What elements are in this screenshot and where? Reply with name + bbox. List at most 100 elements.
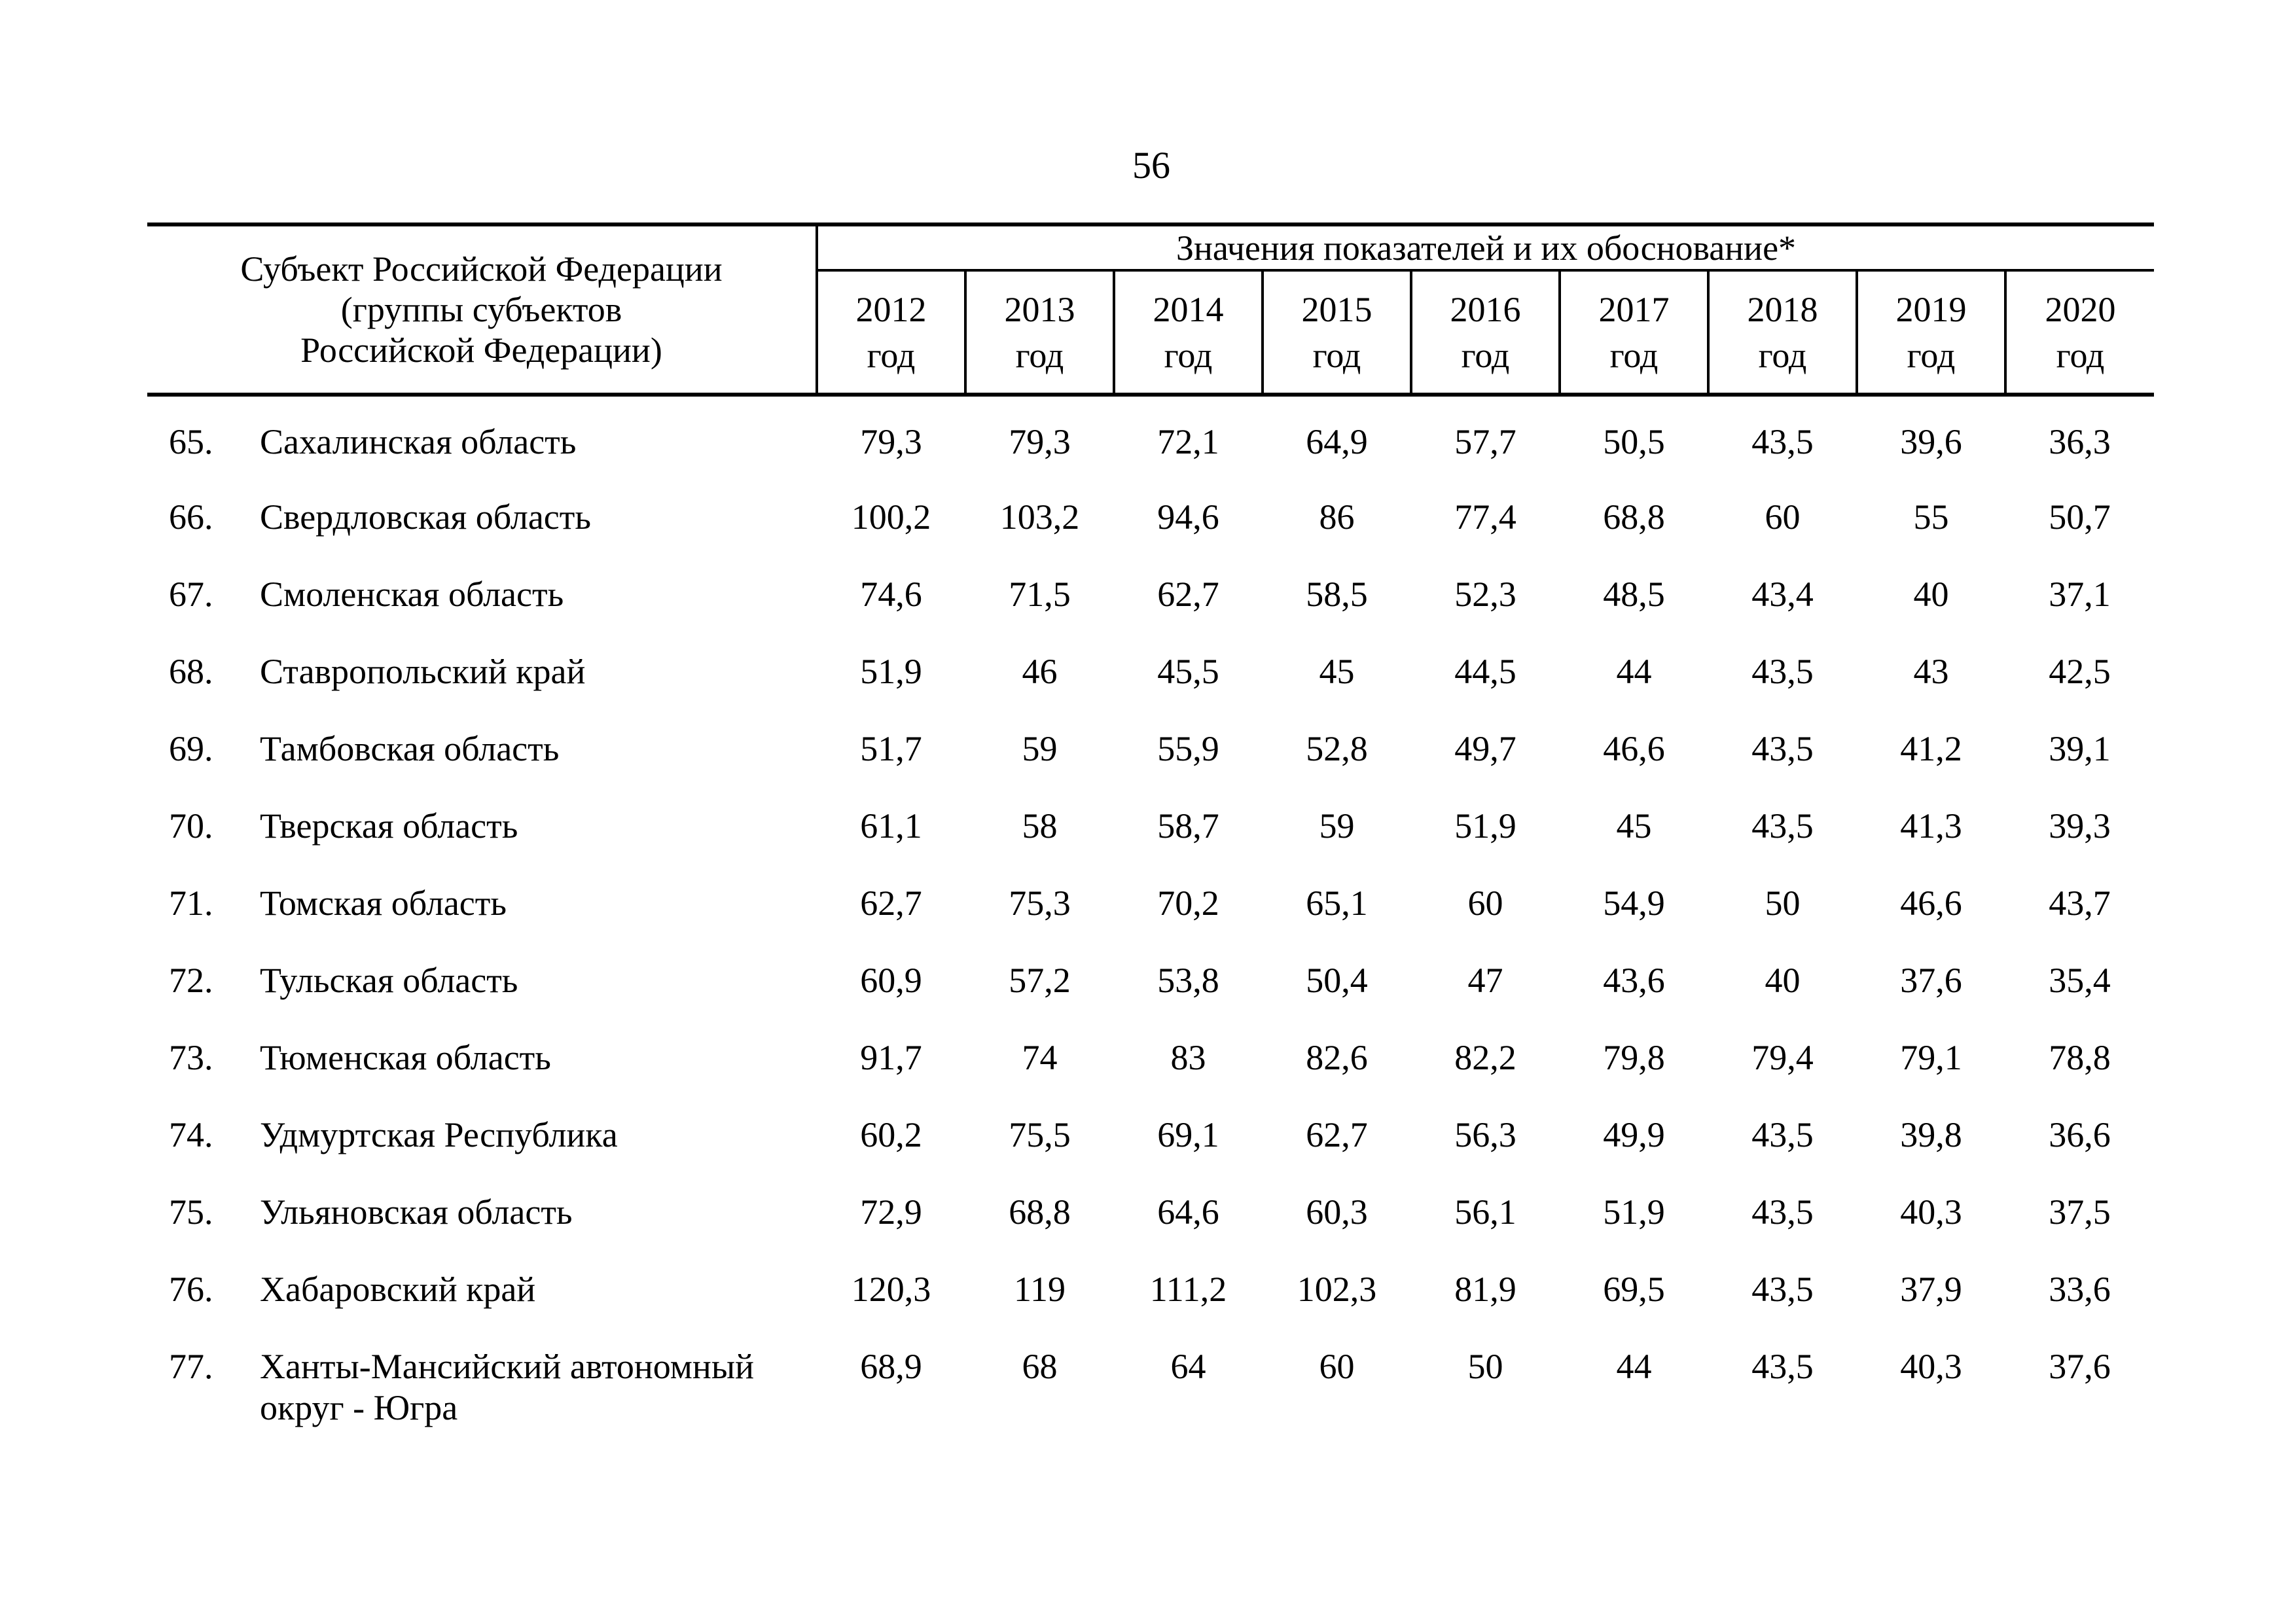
value-cell: 50 xyxy=(1467,1347,1503,1386)
year-header-2017: 2017 год xyxy=(1558,270,1708,397)
region-cell: 75. Ульяновская область xyxy=(147,1167,817,1244)
value-cell: 69,1 xyxy=(1157,1115,1219,1154)
value-cell: 43,4 xyxy=(1751,575,1814,614)
year-label: 2015 xyxy=(1301,289,1372,329)
value-cell: 61,1 xyxy=(860,806,922,846)
region-line: 66. Свердловская область xyxy=(169,497,817,538)
region-line: 68. Ставропольский край xyxy=(169,651,817,692)
value-cell: 57,7 xyxy=(1454,422,1516,461)
year-unit-label: год xyxy=(867,335,916,375)
value-cell: 119 xyxy=(1014,1270,1066,1309)
table-row: 72. Тульская область 60,9 57,2 53,8 50,4 47 43,… xyxy=(147,935,2154,1012)
value-cell: 74 xyxy=(1022,1038,1058,1077)
value-cell: 42,5 xyxy=(2049,652,2111,691)
value-cell: 79,4 xyxy=(1751,1038,1814,1077)
row-number: 67. xyxy=(169,575,213,614)
region-line: 71. Томская область xyxy=(169,883,817,924)
value-cell: 64,9 xyxy=(1306,422,1368,461)
value-cell: 43,7 xyxy=(2049,883,2111,923)
value-cell: 64 xyxy=(1170,1347,1206,1386)
value-cell: 72,9 xyxy=(860,1192,922,1232)
value-cell: 39,1 xyxy=(2049,729,2111,768)
value-cell: 40 xyxy=(1765,961,1801,1000)
value-cell: 43,5 xyxy=(1751,1115,1814,1154)
region-cell: 69. Тамбовская область xyxy=(147,704,817,781)
value-cell: 48,5 xyxy=(1603,575,1665,614)
value-cell: 39,8 xyxy=(1900,1115,1962,1154)
year-unit-label: год xyxy=(2056,335,2105,375)
value-cell: 68,8 xyxy=(1009,1192,1071,1232)
value-cell: 41,3 xyxy=(1900,806,1962,846)
row-number: 65. xyxy=(169,422,213,461)
value-cell: 40 xyxy=(1913,575,1949,614)
table-row: 76. Хабаровский край 120,3 119 111,2 102,3 81,… xyxy=(147,1244,2154,1321)
value-cell: 45 xyxy=(1319,652,1355,691)
row-number: 75. xyxy=(169,1192,213,1232)
value-cell: 44,5 xyxy=(1454,652,1516,691)
value-cell: 79,8 xyxy=(1603,1038,1665,1077)
region-cell: 74. Удмуртская Республика xyxy=(147,1090,817,1167)
value-cell: 60,3 xyxy=(1306,1192,1368,1232)
value-cell: 58,5 xyxy=(1306,575,1368,614)
value-cell: 62,7 xyxy=(1157,575,1219,614)
value-cell: 46 xyxy=(1022,652,1058,691)
value-cell: 58,7 xyxy=(1157,806,1219,846)
region-line: 73. Тюменская область xyxy=(169,1037,817,1079)
region-name: Ставропольский край xyxy=(260,652,586,691)
table-row: 71. Томская область 62,7 75,3 70,2 65,1 60 54,9… xyxy=(147,858,2154,935)
region-name: Ульяновская область xyxy=(260,1192,573,1232)
value-cell: 78,8 xyxy=(2049,1038,2111,1077)
value-cell: 91,7 xyxy=(860,1038,922,1077)
region-line: 70. Тверская область xyxy=(169,806,817,847)
year-unit-label: год xyxy=(1015,335,1064,375)
year-label: 2012 xyxy=(855,289,927,329)
row-number: 74. xyxy=(169,1115,213,1154)
value-cell: 40,3 xyxy=(1900,1347,1962,1386)
value-cell: 86 xyxy=(1319,497,1355,537)
value-cell: 120,3 xyxy=(851,1270,931,1309)
region-line: 67. Смоленская область xyxy=(169,574,817,615)
region-line: 76. Хабаровский край xyxy=(169,1269,817,1310)
value-cell: 65,1 xyxy=(1306,883,1368,923)
value-cell: 37,1 xyxy=(2049,575,2111,614)
value-cell: 60,2 xyxy=(860,1115,922,1154)
value-cell: 75,3 xyxy=(1009,883,1071,923)
value-cell: 59 xyxy=(1319,806,1355,846)
year-unit-label: год xyxy=(1312,335,1361,375)
year-unit-label: год xyxy=(1609,335,1659,375)
value-cell: 59 xyxy=(1022,729,1058,768)
value-cell: 54,9 xyxy=(1603,883,1665,923)
table-row: 70. Тверская область 61,1 58 58,7 59 51,9 45 43,… xyxy=(147,781,2154,858)
region-name: Тульская область xyxy=(260,961,518,1000)
value-cell: 37,5 xyxy=(2049,1192,2111,1232)
region-name: Хабаровский край xyxy=(260,1270,536,1309)
value-cell: 58 xyxy=(1022,806,1058,846)
value-cell: 51,9 xyxy=(1603,1192,1665,1232)
region-name: Смоленская область xyxy=(260,575,564,614)
year-label: 2020 xyxy=(2045,289,2116,329)
region-line: 69. Тамбовская область xyxy=(169,728,817,770)
year-header-2013: 2013 год xyxy=(964,270,1114,397)
year-header-2015: 2015 год xyxy=(1261,270,1411,397)
value-cell: 37,9 xyxy=(1900,1270,1962,1309)
value-cell: 111,2 xyxy=(1149,1270,1227,1309)
value-cell: 55 xyxy=(1913,497,1949,537)
value-cell: 46,6 xyxy=(1900,883,1962,923)
year-unit-label: год xyxy=(1907,335,1956,375)
value-cell: 39,3 xyxy=(2049,806,2111,846)
row-number: 77. xyxy=(169,1347,213,1386)
table-row: 68. Ставропольский край 51,9 46 45,5 45 44,5 44… xyxy=(147,626,2154,704)
value-cell: 44 xyxy=(1616,1347,1652,1386)
year-header-2012: 2012 год xyxy=(816,270,965,397)
value-cell: 71,5 xyxy=(1009,575,1071,614)
table-row: 77. Ханты-Мансийский автономный округ - Ю… xyxy=(147,1321,2154,1429)
region-cell: 77. Ханты-Мансийский автономный округ - Ю… xyxy=(147,1321,817,1429)
value-cell: 51,9 xyxy=(860,652,922,691)
region-name: Томская область xyxy=(260,883,507,923)
value-cell: 43,5 xyxy=(1751,1347,1814,1386)
year-label: 2013 xyxy=(1004,289,1075,329)
value-cell: 43,5 xyxy=(1751,729,1814,768)
value-cell: 43,5 xyxy=(1751,652,1814,691)
value-cell: 46,6 xyxy=(1603,729,1665,768)
page-number: 56 xyxy=(1132,144,1170,187)
